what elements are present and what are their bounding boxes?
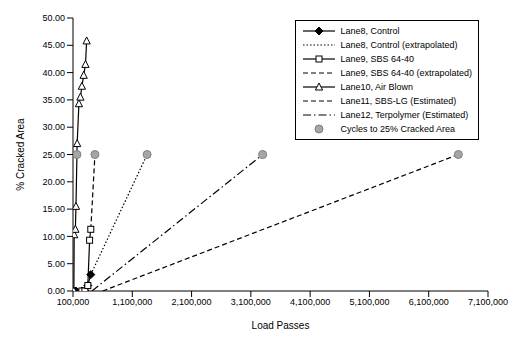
html-text:Lane12, Terpolymer (Estimated): Lane12, Terpolymer (Estimated) xyxy=(340,110,469,120)
svg-text:50.00: 50.00 xyxy=(42,13,65,23)
svg-text:30.00: 30.00 xyxy=(42,122,65,132)
svg-text:3,100,000: 3,100,000 xyxy=(231,297,271,307)
svg-text:20.00: 20.00 xyxy=(42,177,65,187)
svg-text:10.00: 10.00 xyxy=(42,232,65,242)
svg-text:6,100,000: 6,100,000 xyxy=(409,297,449,307)
svg-text:45.00: 45.00 xyxy=(42,40,65,50)
html-text:Lane11, SBS-LG (Estimated): Lane11, SBS-LG (Estimated) xyxy=(340,96,457,106)
svg-text:5.00: 5.00 xyxy=(47,259,65,269)
html-text:Lane8, Control (extrapolated): Lane8, Control (extrapolated) xyxy=(340,40,458,50)
html-text:Cycles to 25% Cracked Area: Cycles to 25% Cracked Area xyxy=(340,124,455,134)
html-text:Lane10, Air Blown: Lane10, Air Blown xyxy=(340,82,413,92)
svg-text:4,100,000: 4,100,000 xyxy=(290,297,330,307)
svg-text:2,100,000: 2,100,000 xyxy=(172,297,212,307)
svg-text:40.00: 40.00 xyxy=(42,68,65,78)
svg-text:100,000: 100,000 xyxy=(57,297,90,307)
svg-text:Load Passes: Load Passes xyxy=(252,320,310,331)
svg-text:1,100,000: 1,100,000 xyxy=(112,297,152,307)
svg-text:0.00: 0.00 xyxy=(47,286,65,296)
svg-text:5,100,000: 5,100,000 xyxy=(349,297,389,307)
svg-text:35.00: 35.00 xyxy=(42,95,65,105)
html-text:Lane9, SBS 64-40: Lane9, SBS 64-40 xyxy=(340,54,414,64)
svg-text:% Cracked Area: % Cracked Area xyxy=(15,118,26,191)
svg-text:15.00: 15.00 xyxy=(42,204,65,214)
html-text:Lane8, Control: Lane8, Control xyxy=(340,26,400,36)
html-text:Lane9, SBS 64-40 (extrapolated: Lane9, SBS 64-40 (extrapolated) xyxy=(340,68,472,78)
svg-text:7,100,000: 7,100,000 xyxy=(468,297,508,307)
svg-text:25.00: 25.00 xyxy=(42,150,65,160)
